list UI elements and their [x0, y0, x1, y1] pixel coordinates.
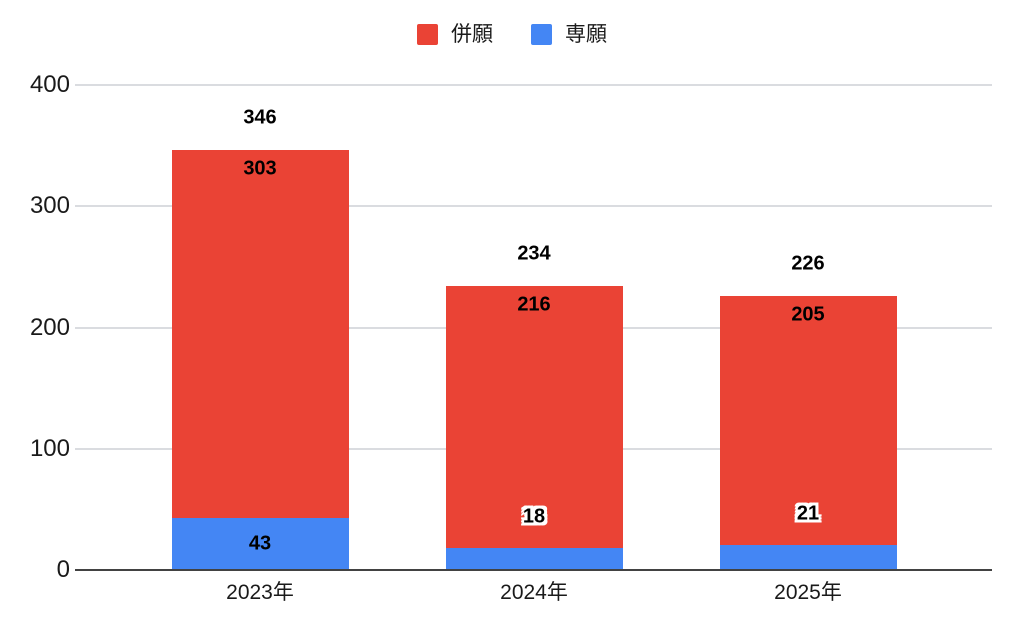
y-axis-tick-label: 0 [56, 556, 70, 583]
bar-total-label: 226 [791, 252, 825, 275]
segment-value-label: 303 [243, 157, 277, 180]
legend-swatch-red [417, 24, 438, 45]
y-axis-tick-label: 400 [29, 71, 70, 98]
legend-label-sengan: 専願 [565, 23, 607, 46]
y-axis-tick-label: 300 [29, 192, 70, 220]
gridline [75, 205, 992, 208]
legend-item-sengan[interactable]: 専願 [531, 24, 607, 45]
x-axis-category-label: 2024年 [500, 581, 568, 604]
chart-legend: 併願 専願 [0, 24, 1024, 45]
y-axis-tick-label: 200 [29, 313, 70, 341]
bar-segment-heigan [719, 295, 897, 545]
segment-value-label: 43 [248, 532, 272, 555]
y-axis-tick-label: 100 [29, 434, 70, 462]
bar-segment-heigan [171, 150, 349, 518]
gridline [75, 84, 992, 86]
bar-total-label: 346 [243, 106, 277, 129]
legend-swatch-blue [531, 24, 552, 45]
bar-total-label: 234 [517, 242, 551, 265]
x-axis-category-label: 2025年 [774, 581, 842, 604]
segment-value-label: 21 [796, 502, 820, 525]
segment-value-label: 216 [517, 293, 551, 316]
bar-segment-sengan [719, 544, 897, 570]
legend-item-heigan[interactable]: 併願 [417, 24, 493, 45]
x-axis-baseline [75, 569, 992, 571]
legend-label-heigan: 併願 [451, 23, 493, 46]
x-axis-category-label: 2023年 [226, 581, 294, 604]
bar-segment-sengan [445, 548, 623, 570]
bar-segment-heigan [445, 286, 623, 549]
segment-value-label: 205 [791, 303, 825, 326]
bar-segment-sengan [171, 517, 349, 570]
segment-value-label: 18 [522, 505, 546, 528]
